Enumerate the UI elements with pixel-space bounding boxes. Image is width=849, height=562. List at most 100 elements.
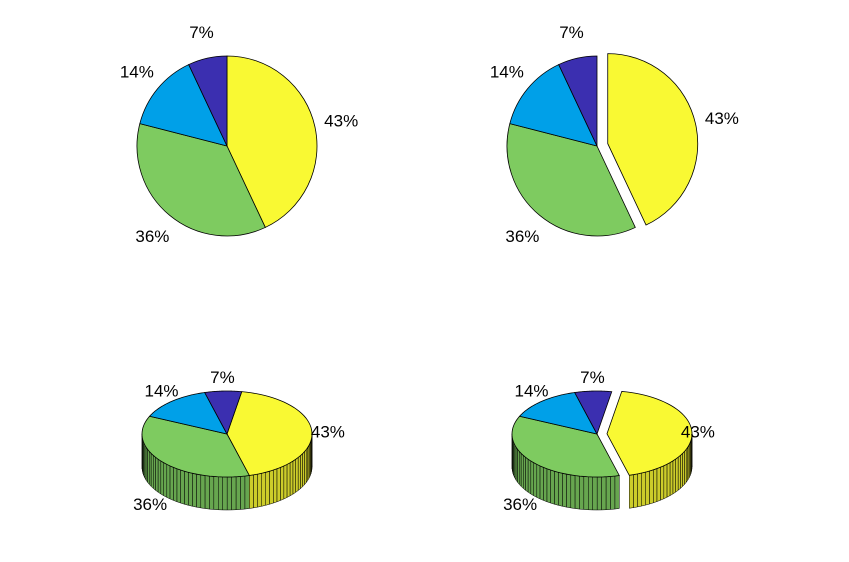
slice-43-wall — [645, 470, 650, 506]
slice-36-wall — [173, 467, 178, 503]
slice-43-wall — [292, 458, 296, 495]
pie-chart-2d: 43% 36% 14% 7% — [120, 23, 358, 246]
slice-36 — [136, 123, 266, 237]
slice-36-wall — [188, 471, 193, 507]
slice-36-wall — [601, 476, 607, 511]
slice-36-wall — [523, 454, 526, 491]
slice-36-wall — [204, 475, 210, 510]
slice-43-wall — [265, 470, 270, 506]
slice-43 — [607, 53, 699, 226]
slice-43-wall — [669, 460, 674, 497]
slice-7 — [188, 55, 228, 147]
slice-36-wall — [527, 458, 532, 495]
slice-43-wall — [257, 472, 262, 508]
slice-7 — [558, 55, 598, 147]
slice-36-wall — [226, 476, 232, 511]
slice-36 — [506, 123, 636, 237]
slice-43-wall — [276, 467, 281, 503]
slice-43-wall — [653, 468, 658, 504]
slice-36-wall — [200, 474, 206, 509]
slice-43-wall — [633, 473, 638, 508]
pie-chart-3d-exploded: 43% 36% 14% 7% — [503, 368, 715, 514]
pie-chart-3d: 43% 36% 14% 7% — [133, 368, 345, 514]
slice-36-wall — [222, 476, 228, 511]
label-7: 7% — [559, 23, 584, 42]
slice-43-wall — [663, 463, 668, 500]
slice-43 — [226, 391, 313, 476]
slice-36-wall — [180, 469, 185, 505]
slice-43-wall — [280, 465, 285, 501]
slice-36-wall — [525, 456, 529, 493]
label-14: 14% — [120, 62, 154, 81]
slice-14 — [139, 64, 228, 147]
slice-43-wall — [253, 473, 258, 509]
slice-43-wall — [249, 474, 254, 509]
slice-36-wall — [543, 467, 548, 503]
slice-43-wall — [261, 471, 266, 507]
slice-36-wall — [157, 458, 162, 495]
label-43: 43% — [311, 422, 345, 441]
slice-43-wall — [302, 450, 305, 488]
slice-43-wall — [656, 466, 661, 502]
slice-36-wall — [546, 468, 551, 504]
slice-36-wall — [169, 465, 174, 501]
slice-36-wall — [160, 460, 164, 497]
slice-36-wall — [163, 462, 168, 498]
slice-36-wall — [244, 475, 250, 510]
label-36: 36% — [503, 495, 537, 514]
slice-43-wall — [629, 474, 634, 509]
pie-side-walls — [511, 431, 693, 511]
slice-36-wall — [150, 452, 154, 489]
slice-43 — [226, 55, 318, 228]
label-14: 14% — [515, 382, 549, 401]
slice-43 — [606, 390, 693, 476]
slice-36-wall — [562, 472, 567, 508]
slice-36-wall — [209, 475, 215, 510]
label-14: 14% — [145, 382, 179, 401]
label-43: 43% — [324, 111, 358, 130]
slice-36-wall — [614, 475, 620, 510]
slice-14 — [518, 392, 598, 435]
slice-36-wall — [539, 465, 544, 501]
label-43: 43% — [681, 422, 715, 441]
slice-36-wall — [518, 450, 522, 488]
slice-7 — [204, 390, 243, 435]
slice-43-wall — [297, 455, 301, 492]
label-7: 7% — [580, 368, 605, 387]
slice-14 — [148, 392, 228, 435]
slice-36-wall — [550, 469, 555, 505]
slice-43-wall — [672, 458, 676, 495]
slice-36-wall — [176, 468, 181, 504]
slice-43-wall — [675, 456, 679, 493]
slice-43-wall — [649, 469, 654, 505]
slice-36-wall — [184, 470, 189, 506]
slice-43-wall — [637, 472, 642, 508]
slice-36-wall — [240, 475, 246, 510]
slice-43-wall — [286, 462, 291, 498]
label-7: 7% — [210, 368, 235, 387]
slice-43-wall — [682, 450, 685, 488]
slice-36-wall — [579, 475, 585, 510]
label-43: 43% — [705, 109, 739, 128]
slice-36-wall — [218, 476, 223, 511]
label-36: 36% — [135, 227, 169, 246]
slice-36-wall — [596, 476, 602, 511]
slice-36-wall — [558, 471, 563, 507]
slice-36-wall — [235, 476, 241, 511]
slice-36-wall — [592, 476, 598, 511]
slice-36-wall — [583, 476, 589, 511]
slice-36-wall — [570, 474, 576, 509]
label-7: 7% — [189, 23, 214, 42]
slice-36-wall — [588, 476, 593, 511]
slice-7 — [574, 390, 613, 435]
slice-36-wall — [155, 456, 159, 493]
slice-36-wall — [231, 476, 237, 511]
slice-36-wall — [554, 470, 559, 506]
slice-43-wall — [684, 448, 687, 486]
slice-43-wall — [300, 453, 303, 490]
slice-36-wall — [566, 473, 572, 509]
slice-14 — [509, 64, 598, 147]
pie-side-walls — [141, 432, 313, 511]
slice-36-wall — [533, 462, 538, 498]
